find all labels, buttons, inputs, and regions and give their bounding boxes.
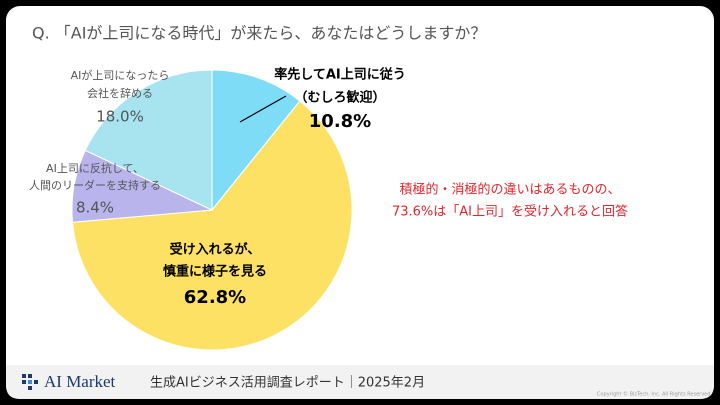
value-label: 18.0% (96, 108, 144, 126)
slice-label: 会社を辞める (87, 86, 153, 100)
slice-label: AI上司に反抗して、 (46, 161, 144, 175)
slice-label: AIが上司になったら (71, 68, 170, 82)
value-label: 8.4% (76, 199, 114, 217)
annotation: 積極的・消極的の違いはあるものの、 (399, 182, 620, 198)
value-label: 62.8% (184, 287, 246, 308)
annotation: 73.6%は「AI上司」を受け入れると回答 (392, 204, 628, 220)
footer-band (6, 365, 714, 399)
slice-label: 受け入れるが、 (170, 242, 261, 258)
copyright: Copyright © BizTech, Inc. All Rights Res… (597, 391, 712, 398)
leader-line (239, 95, 287, 123)
value-label: 10.8% (309, 111, 371, 132)
report: 生成AIビジネス活用調査レポート｜2025年2月 (150, 376, 425, 391)
title: Q. 「AIが上司になる時代」が来たら、あなたはどうしますか？ (32, 24, 486, 43)
pie-slice (211, 69, 301, 212)
slice-label: 慎重に様子を見る (163, 264, 267, 280)
pie-slice (84, 69, 213, 211)
slice-label: （むしろ歓迎） (294, 90, 385, 106)
logo-icon (22, 374, 38, 390)
pie-slice (71, 100, 353, 351)
slice-label: 人間のリーダーを支持する (29, 178, 161, 192)
logo: AI Market (44, 372, 116, 391)
slice-label: 率先してAI上司に従う (274, 67, 406, 83)
